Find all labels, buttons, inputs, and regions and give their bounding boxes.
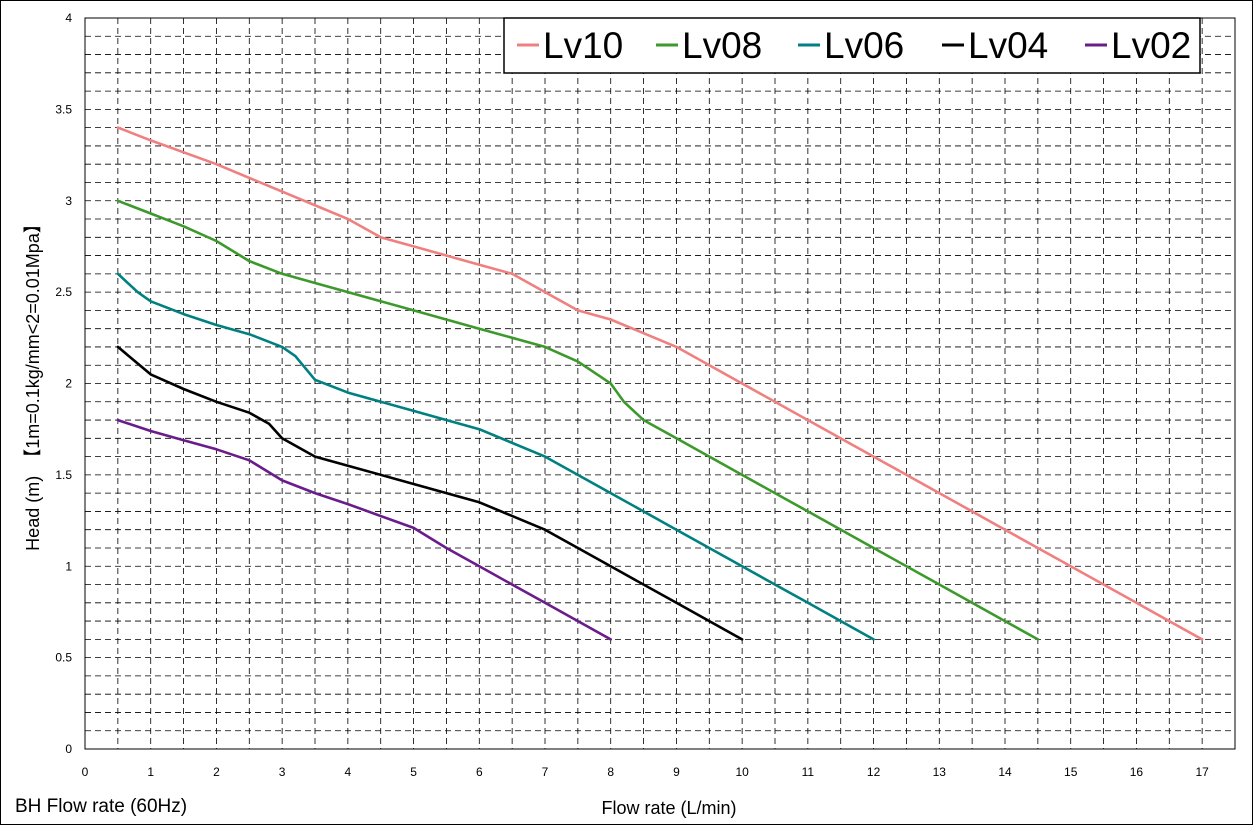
x-tick-label: 13 xyxy=(933,765,947,779)
y-tick-label: 1 xyxy=(65,559,72,573)
grid-lines xyxy=(85,18,1235,749)
legend-label-lv06: Lv06 xyxy=(824,25,904,66)
x-tick-label: 0 xyxy=(82,765,89,779)
x-tick-label: 12 xyxy=(867,765,881,779)
legend-label-lv08: Lv08 xyxy=(682,25,762,66)
x-tick-label: 5 xyxy=(410,765,417,779)
x-axis-label: Flow rate (L/min) xyxy=(601,798,736,818)
y-tick-label: 3.5 xyxy=(55,102,72,116)
x-tick-label: 15 xyxy=(1064,765,1078,779)
x-tick-label: 6 xyxy=(476,765,483,779)
x-tick-label: 10 xyxy=(735,765,749,779)
x-tick-label: 11 xyxy=(802,765,815,779)
y-tick-label: 3 xyxy=(65,194,72,208)
legend-label-lv10: Lv10 xyxy=(543,25,623,66)
x-tick-label: 17 xyxy=(1195,765,1209,779)
x-tick-label: 4 xyxy=(345,765,352,779)
y-tick-labels: 0 0.5 1 1.5 2 2.5 3 3.5 4 xyxy=(55,11,72,756)
legend-label-lv02: Lv02 xyxy=(1111,25,1191,66)
y-tick-label: 0.5 xyxy=(55,651,72,665)
x-tick-label: 14 xyxy=(998,765,1012,779)
y-tick-label: 2 xyxy=(65,377,72,391)
x-tick-label: 2 xyxy=(213,765,220,779)
x-tick-label: 1 xyxy=(147,765,154,779)
legend-label-lv04: Lv04 xyxy=(968,25,1048,66)
y-axis-label: Head (m) 【1m=0.1kg/mm<2=0.01Mpa】 xyxy=(23,215,43,551)
x-tick-label: 7 xyxy=(542,765,549,779)
x-tick-labels: 0 1 2 3 4 5 6 7 8 9 10 11 12 13 14 15 16 17 xyxy=(82,765,1209,779)
x-tick-label: 9 xyxy=(673,765,680,779)
y-tick-label: 2.5 xyxy=(55,285,72,299)
x-tick-label: 3 xyxy=(279,765,286,779)
x-tick-label: 16 xyxy=(1130,765,1144,779)
footnote-label: BH Flow rate (60Hz) xyxy=(15,796,187,818)
legend: Lv10 Lv08 Lv06 Lv04 Lv02 xyxy=(504,18,1200,73)
y-tick-label: 1.5 xyxy=(55,468,72,482)
x-tick-label: 8 xyxy=(607,765,614,779)
y-tick-label: 0 xyxy=(65,742,72,756)
y-tick-label: 4 xyxy=(65,11,72,25)
